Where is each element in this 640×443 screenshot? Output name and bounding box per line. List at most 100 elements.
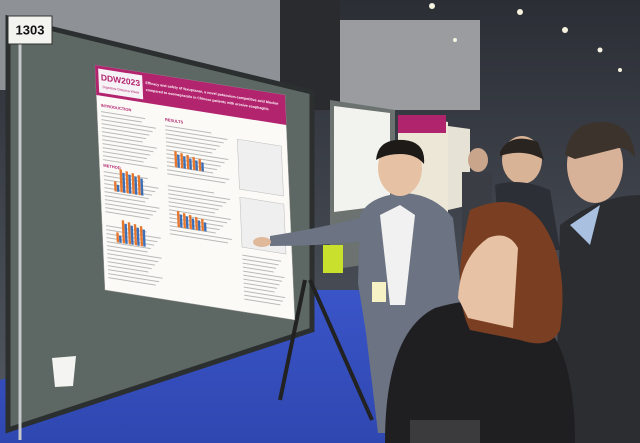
text-line — [102, 151, 147, 160]
figure-bar — [131, 173, 135, 195]
back-wall — [340, 20, 480, 110]
text-line — [107, 257, 156, 266]
text-line — [103, 179, 159, 189]
text-line — [107, 269, 163, 279]
section-heading: METHOD — [103, 163, 121, 171]
text-line — [165, 133, 224, 144]
person-right — [555, 121, 640, 443]
text-line — [106, 229, 161, 239]
text-line — [101, 123, 153, 133]
figure-bar — [140, 178, 144, 196]
poster-far-2-header — [398, 115, 446, 133]
text-line — [165, 129, 228, 141]
text-line — [169, 233, 229, 244]
figure-bar — [128, 174, 132, 194]
logo-subtitle: Digestive Disease Week — [103, 85, 140, 95]
figure-bar — [195, 216, 199, 231]
text-line — [102, 135, 143, 143]
poster-far — [334, 106, 390, 212]
section-heading: RESULTS — [165, 117, 184, 125]
text-line — [243, 274, 283, 282]
text-line — [106, 241, 151, 250]
section-heading: INTRODUCTION — [101, 103, 132, 113]
figure-bar — [116, 184, 120, 193]
text-line — [104, 195, 146, 203]
figure-bar — [130, 225, 134, 245]
figure-bar — [139, 226, 144, 247]
text-line — [107, 265, 149, 273]
figure-bar — [118, 235, 122, 244]
figure-bar — [174, 151, 178, 168]
figure-bar — [134, 176, 138, 195]
logo-box — [98, 68, 144, 100]
text-line — [167, 173, 226, 184]
text-line — [165, 125, 212, 134]
text-line — [107, 253, 159, 263]
text-line — [168, 193, 227, 204]
text-line — [106, 245, 148, 253]
text-line — [166, 145, 213, 154]
text-line — [242, 266, 274, 273]
poster: DDW2023 Digestive Disease Week Efficacy … — [94, 64, 296, 321]
text-line — [168, 205, 215, 214]
figure-bar — [179, 214, 183, 228]
figure-bar — [189, 158, 192, 170]
text-line — [243, 270, 285, 279]
text-line — [105, 203, 157, 213]
text-line — [105, 207, 153, 216]
text-line — [103, 159, 158, 169]
figure-bar — [192, 156, 196, 171]
figure-bar — [191, 218, 195, 230]
figure-bar — [195, 160, 198, 171]
text-line — [243, 282, 278, 289]
poster-header — [95, 65, 287, 126]
figure-bar — [186, 154, 190, 170]
text-line — [169, 229, 232, 241]
text-line — [242, 258, 279, 266]
figure-bar — [176, 211, 181, 228]
text-line — [242, 254, 282, 262]
figure-bar — [201, 162, 204, 172]
figure-bar — [119, 169, 123, 193]
figure-bar — [142, 229, 146, 247]
figure-bar — [127, 222, 132, 245]
poster-figures — [114, 138, 287, 255]
figure-bar — [137, 175, 141, 196]
text-line — [243, 286, 275, 293]
text-line — [102, 155, 144, 163]
figure-bar — [182, 212, 187, 229]
figure-bar — [176, 154, 180, 168]
booth-sign — [7, 15, 53, 45]
figure-bar — [124, 223, 128, 244]
figure-bar — [183, 156, 186, 169]
text-line — [104, 199, 160, 209]
text-line — [101, 119, 156, 129]
text-line — [165, 141, 217, 151]
text-line — [244, 298, 281, 306]
figure-bar — [133, 224, 138, 246]
figure-bar — [116, 232, 120, 243]
text-line — [107, 249, 162, 259]
figure-bar — [188, 214, 193, 230]
bag — [323, 245, 343, 273]
carpet — [0, 290, 470, 443]
text-line — [244, 294, 283, 302]
figure-bar — [122, 172, 126, 193]
cup — [52, 356, 76, 387]
figure-bar — [198, 158, 202, 172]
text-line — [167, 189, 231, 201]
text-line — [243, 290, 286, 299]
text-line — [101, 127, 150, 136]
text-line — [105, 211, 150, 220]
text-line — [242, 262, 277, 269]
text-line — [101, 111, 146, 120]
text-line — [104, 191, 149, 200]
text-line — [168, 201, 219, 211]
text-line — [168, 197, 223, 207]
figure-bar — [121, 220, 126, 244]
ceiling-lights — [429, 3, 622, 72]
text-line — [108, 277, 156, 286]
text-line — [165, 137, 220, 147]
